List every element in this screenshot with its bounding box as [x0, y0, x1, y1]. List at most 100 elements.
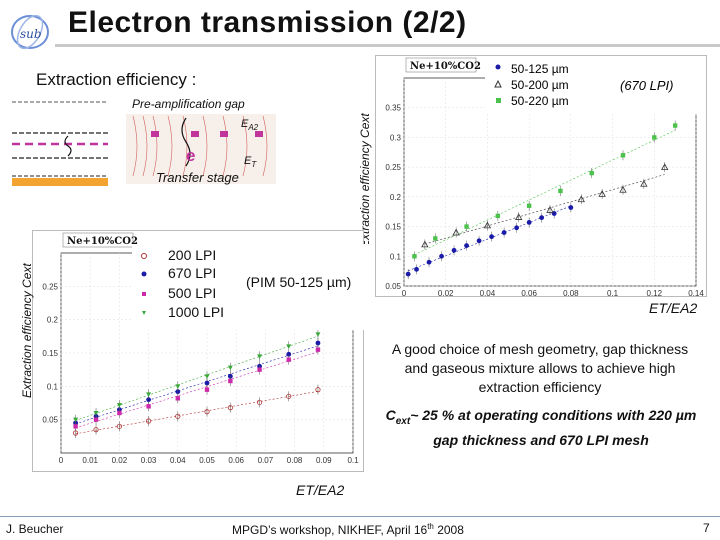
chart2-point-0	[227, 405, 233, 411]
chart1-point-2	[495, 213, 501, 219]
legend-200lpi: 200 LPI	[168, 247, 217, 263]
conclusion-text: A good choice of mesh geometry, gap thic…	[391, 341, 689, 395]
chart2-ytick: 0.15	[42, 349, 58, 358]
chart2-point-3	[116, 403, 122, 408]
chart2-point-3	[175, 384, 181, 389]
chart2-point-3	[73, 417, 79, 423]
page-number: 7	[703, 521, 710, 535]
footer-author: J. Beucher	[6, 522, 64, 536]
chart2-xtick: 0.07	[258, 456, 274, 465]
chart2-point-1	[175, 389, 181, 395]
chart2-point-1	[146, 397, 151, 403]
preamp-gap-label: Pre-amplification gap	[132, 97, 245, 111]
chart1-xtick: 0	[402, 289, 407, 296]
chart2-title: Ne+10%CO2	[67, 236, 138, 247]
chart1-fitline-0	[408, 205, 571, 272]
cext-result-text: Cext~ 25 % at operating conditions with …	[385, 407, 697, 448]
chart2-point-2	[175, 396, 180, 401]
chart2-point-2	[286, 357, 291, 362]
chart1-point-2	[464, 224, 469, 229]
chart1-point-1	[598, 190, 606, 197]
legend-marker-50-220	[496, 98, 501, 103]
legend-670lpi-note: (670 LPI)	[620, 78, 674, 93]
chart1-point-1	[619, 185, 627, 193]
electron-label: e	[186, 146, 196, 165]
chart1-point-2	[558, 188, 563, 194]
chart1-point-2	[672, 123, 678, 128]
footer-divider	[0, 516, 720, 517]
ea2-label: EA2	[241, 118, 259, 133]
chart2-point-2	[228, 378, 233, 384]
chart2-point-2	[257, 367, 262, 372]
legend-500lpi: 500 LPI	[168, 285, 217, 301]
legend-marker-1000lpi	[142, 311, 146, 315]
chart1-ytick: 0.1	[390, 252, 402, 261]
chart1-point-1	[421, 240, 429, 248]
chart2-point-2	[315, 347, 321, 352]
chart1-point-1	[483, 221, 492, 229]
chart1-point-1	[640, 179, 648, 187]
chart2-xtick: 0.1	[347, 456, 359, 465]
chart1-point-2	[652, 135, 657, 140]
chart1-point-2	[526, 203, 532, 208]
chart1-ytick: 0.25	[385, 163, 401, 172]
legend-1000lpi: 1000 LPI	[168, 304, 225, 320]
chart1-ytick: 0.2	[390, 193, 402, 202]
chart1-point-1	[515, 213, 523, 220]
chart1-ytick: 0.05	[385, 282, 401, 291]
chart2-xtick: 0.04	[170, 456, 186, 465]
chart2-point-3	[204, 374, 210, 379]
chart1-point-0	[501, 230, 507, 235]
title-divider	[55, 44, 720, 47]
chart2-point-1	[315, 340, 321, 346]
chart1-title-box	[405, 57, 477, 73]
chart1-xtick: 0.14	[688, 289, 704, 296]
legend-marker-50-200	[494, 79, 502, 88]
chart2-ytick: 0.05	[42, 416, 58, 425]
chart1-xtick: 0.04	[480, 289, 496, 296]
chart1-point-0	[526, 220, 532, 225]
footer-event: MPGD’s workshop, NIKHEF, April 16th 2008	[232, 522, 464, 537]
chart1-point-0	[476, 238, 482, 244]
chart1-point-0	[464, 243, 469, 248]
chart1-point-2	[412, 254, 417, 259]
chart1-point-1	[452, 228, 460, 236]
chart2-point-0	[315, 387, 321, 393]
chart1-point-0	[426, 259, 432, 265]
chart2-point-0	[93, 427, 99, 433]
chart1-point-2	[620, 153, 626, 158]
chart2-point-3	[286, 344, 292, 349]
et-label: ET	[244, 155, 257, 170]
chart2-fitline-1	[75, 345, 319, 425]
legend-50-220: 50-220 µm	[511, 94, 569, 108]
legend-50-200: 50-200 µm	[511, 78, 569, 92]
chart2-point-3	[315, 332, 321, 337]
chart1-title: Ne+10%CO2	[410, 61, 481, 72]
chart2-point-0	[286, 393, 292, 399]
chart2-xtick: 0.08	[287, 456, 303, 465]
chart2-xtick: 0	[59, 456, 64, 465]
chart2-point-2	[117, 410, 122, 416]
legend-marker-200lpi	[141, 253, 147, 259]
legend-50-125: 50-125 µm	[511, 62, 569, 76]
chart2-xtick: 0.09	[316, 456, 332, 465]
chart2-xlabel: ET/EA2	[296, 482, 345, 498]
chart1-xtick: 0.1	[607, 289, 619, 296]
chart1-point-0	[489, 234, 494, 240]
chart2-point-1	[204, 380, 210, 386]
legend-670lpi: 670 LPI	[168, 265, 217, 281]
chart1-xtick: 0.02	[438, 289, 454, 296]
chart1-point-0	[439, 253, 444, 259]
chart1-fitline-1	[424, 174, 665, 245]
chart2-ytick: 0.2	[47, 316, 59, 325]
chart2-point-0	[256, 399, 263, 405]
chart1-point-2	[433, 236, 438, 241]
chart2-xtick: 0.03	[141, 456, 157, 465]
chart2-point-3	[257, 354, 263, 359]
chart2-point-0	[146, 418, 152, 424]
legend-marker-50-125	[495, 64, 501, 70]
legend-marker-670lpi	[141, 271, 147, 277]
chart2-point-2	[146, 404, 151, 409]
chart2-fitline-3	[75, 335, 319, 421]
chart2-point-0	[204, 409, 210, 415]
